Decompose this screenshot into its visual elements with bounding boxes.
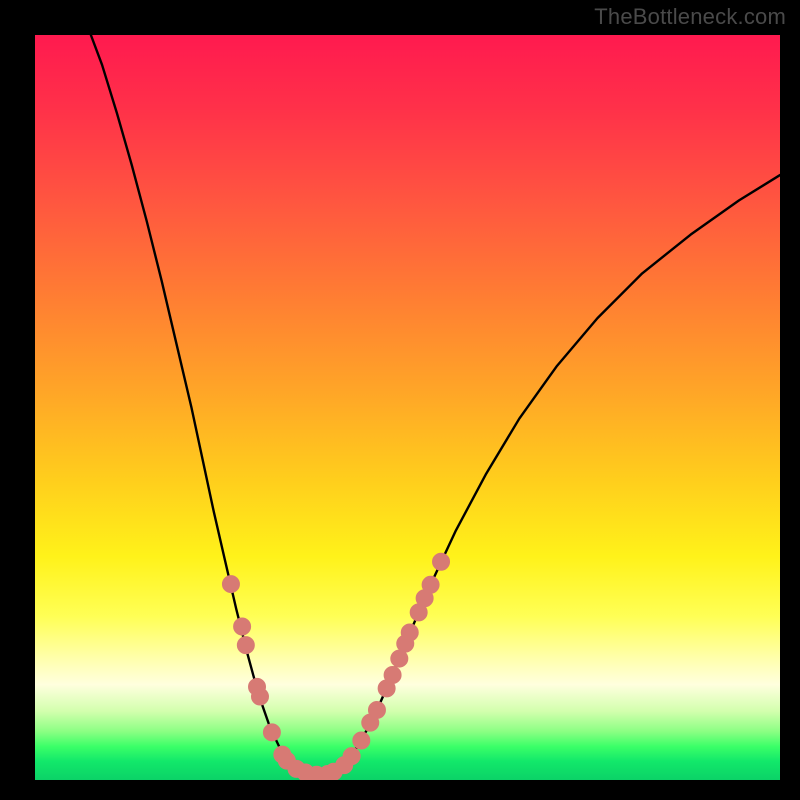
curve-marker xyxy=(384,666,401,683)
curve-marker xyxy=(433,553,450,570)
curve-marker xyxy=(401,624,418,641)
curve-marker xyxy=(368,701,385,718)
watermark-text: TheBottleneck.com xyxy=(594,4,786,30)
curve-marker xyxy=(237,637,254,654)
chart-gradient-background xyxy=(35,35,780,780)
curve-marker xyxy=(251,688,268,705)
curve-marker xyxy=(422,576,439,593)
curve-marker xyxy=(343,748,360,765)
bottleneck-v-curve-chart xyxy=(0,0,800,800)
curve-marker xyxy=(353,732,370,749)
curve-marker xyxy=(263,724,280,741)
curve-marker xyxy=(234,618,251,635)
chart-stage: TheBottleneck.com xyxy=(0,0,800,800)
curve-marker xyxy=(222,576,239,593)
